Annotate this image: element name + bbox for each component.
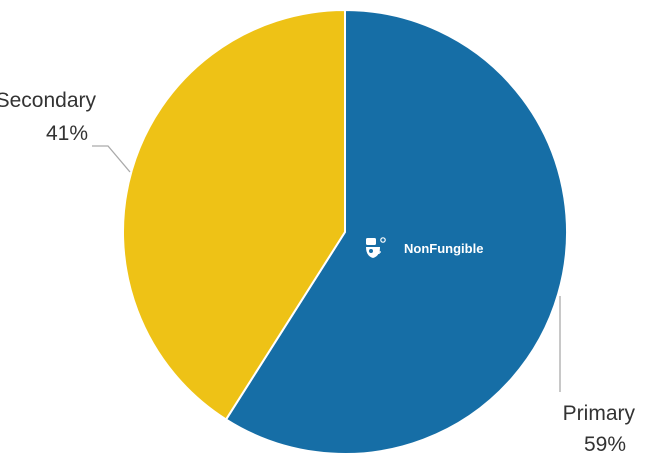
slice-label-secondary: Secondary: [0, 89, 96, 112]
watermark: NonFungible: [366, 237, 483, 258]
slice-value-primary: 59%: [584, 433, 626, 456]
slice-value-secondary: 41%: [46, 122, 88, 145]
pie-slice-primary: [225, 9, 568, 455]
pie-slice-secondary: [122, 9, 346, 421]
slices-layer: [122, 9, 568, 455]
watermark-text: NonFungible: [404, 241, 483, 256]
leader-line-secondary: [92, 145, 131, 173]
nonfungible-logo-icon: [366, 237, 386, 258]
slice-label-primary: Primary: [563, 402, 636, 425]
leader-lines-layer: [92, 145, 561, 392]
slice-labels-layer: Primary 59% Secondary 41%: [0, 89, 635, 456]
